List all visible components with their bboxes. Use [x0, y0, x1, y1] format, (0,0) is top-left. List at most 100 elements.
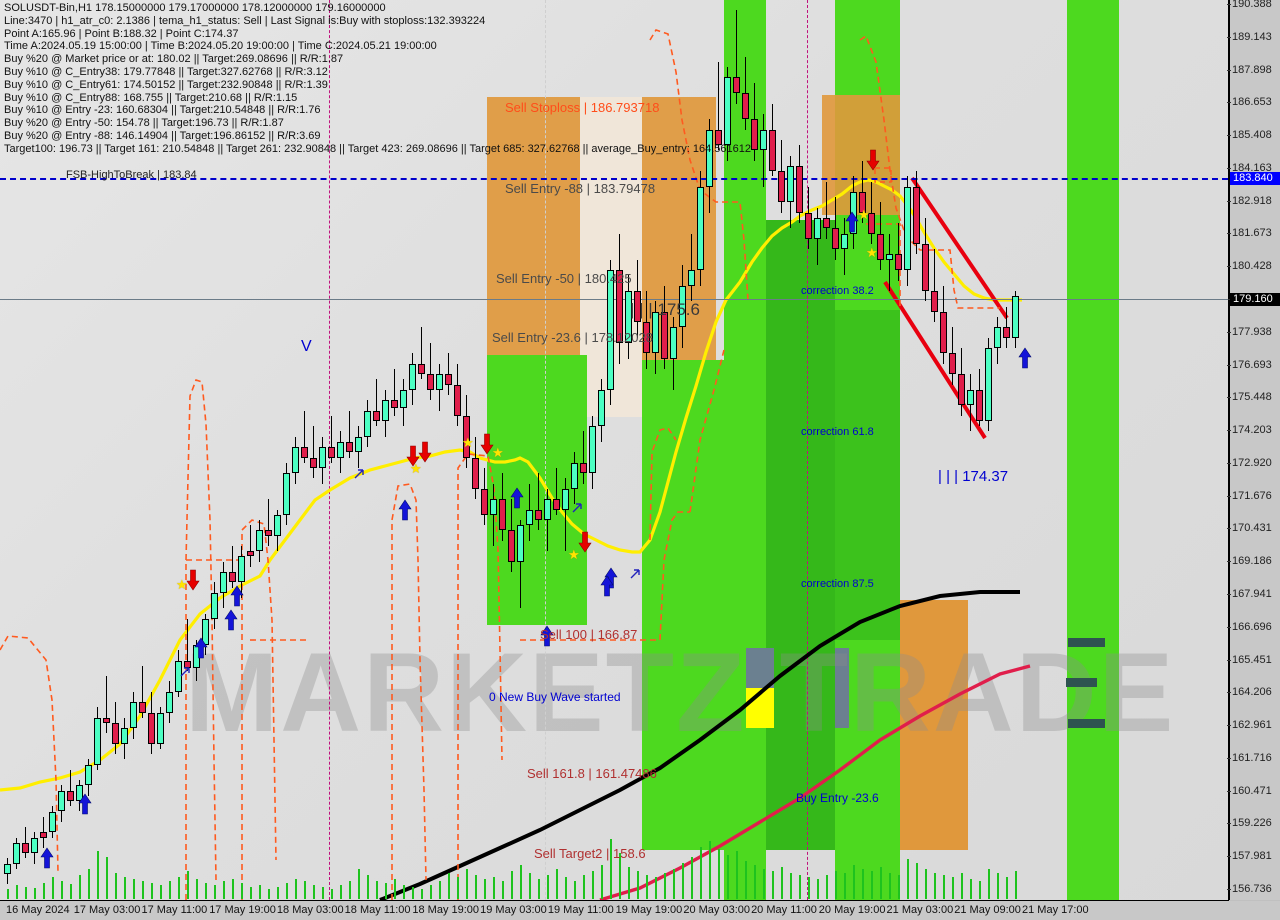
candle-body	[994, 327, 1001, 349]
volume-bar	[565, 877, 567, 899]
volume-bar	[826, 875, 828, 899]
candle-body	[670, 327, 677, 359]
price-chart-canvas[interactable]: MARKETZ TRADE	[0, 0, 1229, 901]
time-axis[interactable]: 16 May 2024 17 May 03:00 17 May 11:00 17 Ma…	[0, 901, 1280, 920]
chart-info-line-10: Buy %20 @ Entry -50: 154.78 || Target:19…	[4, 117, 284, 130]
chart-info-line-3: Point A:165.96 | Point B:188.32 | Point …	[4, 27, 239, 40]
volume-bar	[520, 865, 522, 899]
volume-bar	[403, 885, 405, 899]
volume-bar	[745, 861, 747, 899]
chart-info-line-9: Buy %10 @ Entry -23: 160.68304 || Target…	[4, 104, 321, 117]
candle-body	[1003, 327, 1010, 338]
candle-body	[805, 212, 812, 239]
chart-info-block: SOLUSDT-Bin,H1 178.15000000 179.17000000…	[4, 2, 764, 156]
price-axis[interactable]: 190.388 189.143 187.898 186.653 185.408 184.1…	[1227, 0, 1280, 900]
volume-bar	[673, 869, 675, 899]
volume-bar	[898, 875, 900, 899]
volume-bar	[295, 879, 297, 899]
candle-body	[598, 389, 605, 427]
candle-body	[922, 244, 929, 291]
price-tick: 164.206	[1227, 686, 1279, 698]
candle-body	[40, 832, 47, 838]
right-marker-bar-2	[1066, 678, 1097, 687]
volume-bar	[160, 885, 162, 899]
volume-bar	[511, 871, 513, 899]
volume-bar	[43, 883, 45, 899]
candle-wick	[763, 113, 764, 187]
volume-bar	[700, 847, 702, 899]
zone-green-deep	[835, 310, 900, 640]
candle-body	[508, 530, 515, 562]
chart-info-line-6: Buy %10 @ C_Entry38: 179.77848 || Target…	[4, 65, 328, 78]
candle-wick	[889, 233, 890, 291]
price-tick: 185.408	[1227, 129, 1279, 141]
candle-body	[418, 363, 425, 375]
candle-wick	[106, 676, 107, 734]
volume-bar	[349, 881, 351, 899]
volume-bar	[970, 879, 972, 899]
time-tick: 20 May 11:00	[751, 904, 817, 916]
label-sell-entry-236: Sell Entry -23.6 | 178.12028	[492, 330, 653, 345]
price-tick: 161.716	[1227, 752, 1279, 764]
price-line-last	[0, 299, 1228, 300]
volume-bar	[142, 881, 144, 899]
price-tick: 190.388	[1227, 0, 1279, 10]
candle-wick	[826, 181, 827, 239]
candle-body	[445, 374, 452, 385]
volume-bar	[313, 885, 315, 899]
chart-info-line-2: Line:3470 | h1_atr_c0: 2.1386 | tema_h1_…	[4, 14, 486, 27]
hollow-arrow-icon	[570, 500, 584, 514]
volume-bar	[151, 883, 153, 899]
volume-bar	[340, 885, 342, 899]
volume-bar	[808, 877, 810, 899]
candle-body	[814, 218, 821, 239]
time-tick: 17 May 19:00	[209, 904, 276, 916]
candle-body	[49, 811, 56, 833]
volume-bar	[16, 885, 18, 899]
label-correction-618: correction 61.8	[801, 426, 874, 438]
candle-body	[391, 400, 398, 409]
candle-body	[238, 556, 245, 583]
volume-bar	[124, 877, 126, 899]
time-tick: 16 May 2024	[6, 904, 70, 916]
volume-bar	[259, 885, 261, 899]
volume-bar	[844, 873, 846, 899]
volume-bar	[475, 875, 477, 899]
volume-bar	[34, 888, 36, 899]
volume-bar	[637, 871, 639, 899]
volume-bar	[106, 857, 108, 899]
price-tick: 177.938	[1227, 326, 1279, 338]
price-tick: 187.898	[1227, 64, 1279, 76]
buy-arrow-up-icon	[1018, 347, 1032, 369]
candle-body	[283, 473, 290, 515]
sell-arrow-down-icon	[418, 441, 432, 463]
candle-body	[769, 129, 776, 172]
volume-bar	[934, 873, 936, 899]
pivot-star-icon: ★	[568, 547, 580, 562]
volume-bar	[7, 889, 9, 899]
label-new-buy-wave: 0 New Buy Wave started	[489, 690, 621, 704]
price-badge-last: 179.160	[1230, 293, 1280, 306]
candle-body	[157, 712, 164, 744]
volume-bar	[646, 875, 648, 899]
volume-bar	[664, 873, 666, 899]
volume-bar	[772, 871, 774, 899]
candle-body	[751, 119, 758, 151]
candle-body	[985, 348, 992, 422]
volume-bar	[988, 869, 990, 899]
volume-bar	[709, 841, 711, 899]
price-tick: 174.203	[1227, 424, 1279, 436]
volume-bar	[430, 885, 432, 899]
label-mid-price: | | | 175.6	[630, 300, 700, 319]
time-marker-2	[807, 0, 808, 900]
volume-bar	[628, 867, 630, 899]
volume-bar	[196, 879, 198, 899]
candle-body	[481, 488, 488, 515]
buy-arrow-up-icon	[510, 487, 524, 509]
candle-body	[787, 165, 794, 203]
candle-body	[139, 702, 146, 713]
volume-bar	[268, 889, 270, 899]
time-tick: 17 May 11:00	[141, 904, 208, 916]
candle-body	[526, 509, 533, 526]
